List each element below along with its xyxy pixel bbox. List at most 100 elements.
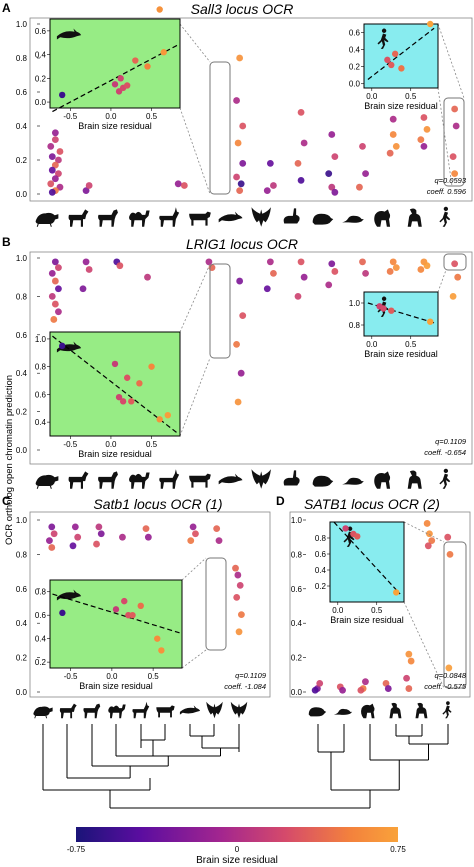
inset-data-point [129, 612, 136, 619]
panel-d-frame [289, 511, 471, 698]
data-point [48, 293, 56, 300]
inset-data-point [156, 6, 163, 13]
panel-a-connector [179, 107, 211, 195]
lemur-icon [374, 471, 391, 489]
data-point [417, 136, 425, 144]
data-point [357, 686, 365, 694]
inset-x-tick-label: -0.5 [64, 672, 78, 681]
rabbit-icon [283, 470, 300, 486]
rodent-icon [33, 706, 53, 719]
inset-background [329, 521, 405, 603]
inset-data-point [112, 606, 120, 613]
data-point [446, 551, 454, 558]
data-point [300, 273, 308, 281]
panel-a-connector [437, 23, 465, 99]
panel-a-silhouette-row [35, 206, 451, 228]
y-tick-label: 0.8 [16, 550, 28, 559]
data-point [236, 54, 244, 62]
data-point [454, 273, 462, 281]
y-tick-label: 1.0 [291, 516, 303, 525]
inset-y-tick-label: 0.4 [315, 566, 327, 575]
data-point [50, 316, 58, 323]
dolphin-icon [179, 705, 201, 715]
inset-data-point [427, 318, 434, 325]
camel-icon [129, 472, 150, 489]
cow-icon [156, 705, 175, 718]
inset-data-point [123, 374, 131, 381]
bat-icon [251, 469, 271, 489]
data-point [423, 520, 431, 527]
colorbar: -0.75 0 0.75 Brain size residual [67, 827, 406, 866]
data-point [47, 180, 55, 188]
panel-a-connector [179, 23, 211, 63]
data-point [74, 533, 82, 541]
y-tick-label: 0.6 [16, 585, 28, 594]
data-point [444, 533, 452, 541]
inset-data-point [154, 635, 161, 642]
inset-x-axis-label: Brain size residual [364, 349, 438, 359]
data-point [445, 664, 453, 672]
data-point [325, 281, 333, 289]
panel-b-letter: B [2, 235, 11, 249]
data-point [452, 122, 460, 130]
data-point [389, 115, 397, 123]
y-tick-label: 0.6 [16, 88, 28, 97]
inset-x-tick-label: -0.5 [63, 440, 77, 449]
fit-line [52, 593, 180, 634]
panel-c-highlight-box [205, 557, 227, 651]
data-point [235, 628, 243, 636]
antelope-icon [159, 207, 180, 227]
rodent-icon [35, 474, 59, 490]
data-point [311, 686, 319, 694]
data-point [420, 114, 428, 121]
panel-b-coefficient: coeff. -0.654 [424, 448, 466, 457]
panel-c-q-value: q=0.1109 [235, 671, 267, 680]
inset-data-point [354, 533, 361, 540]
data-point [233, 173, 240, 181]
data-point [389, 131, 397, 138]
panel-a-letter: A [2, 1, 11, 15]
data-point [51, 161, 59, 169]
panel-c: C Satb1 locus OCR (1) 0.0 0.2 0.4 0.6 0.8 1.0… [2, 494, 271, 698]
data-point [95, 523, 103, 531]
data-point [270, 182, 277, 189]
inset-data-point [156, 416, 163, 423]
y-tick-label: 0.4 [291, 619, 303, 628]
y-tick-label: 0.6 [291, 585, 303, 594]
inset-data-point [144, 63, 151, 70]
data-point [213, 525, 221, 532]
data-point [423, 262, 431, 270]
data-point [236, 187, 244, 195]
data-point [119, 533, 126, 541]
data-point [180, 182, 188, 189]
panel-d-highlight-box [443, 541, 467, 689]
fit-line [333, 521, 401, 595]
panel-a-coefficient: coeff. 0.596 [427, 187, 467, 196]
inset-data-point [160, 49, 167, 56]
panel-a-title: Sall3 locus OCR [191, 1, 294, 17]
data-point [48, 269, 56, 277]
monkey-icon [407, 470, 422, 489]
data-point [362, 678, 369, 686]
inset-x-tick-label: 0.0 [366, 92, 378, 101]
inset-data-point [123, 82, 131, 89]
data-point [423, 125, 431, 133]
data-point [451, 170, 459, 178]
data-point [263, 187, 271, 195]
data-point [237, 369, 245, 377]
camel-icon [129, 210, 150, 227]
inset-data-point [128, 398, 135, 405]
inset-data-point [111, 360, 119, 368]
inset-x-tick-label: 0.5 [405, 92, 417, 101]
human-icon [439, 206, 451, 227]
data-point [263, 285, 271, 293]
y-tick-label: 0.8 [16, 54, 28, 63]
data-point [142, 525, 150, 532]
cow-icon [189, 473, 211, 488]
panel-d: D SATB1 locus OCR (2) 0.0 0.2 0.4 0.6 0.8 1.0… [276, 494, 471, 698]
data-point [294, 160, 302, 167]
data-point [239, 160, 247, 167]
rodent-icon [35, 212, 59, 228]
